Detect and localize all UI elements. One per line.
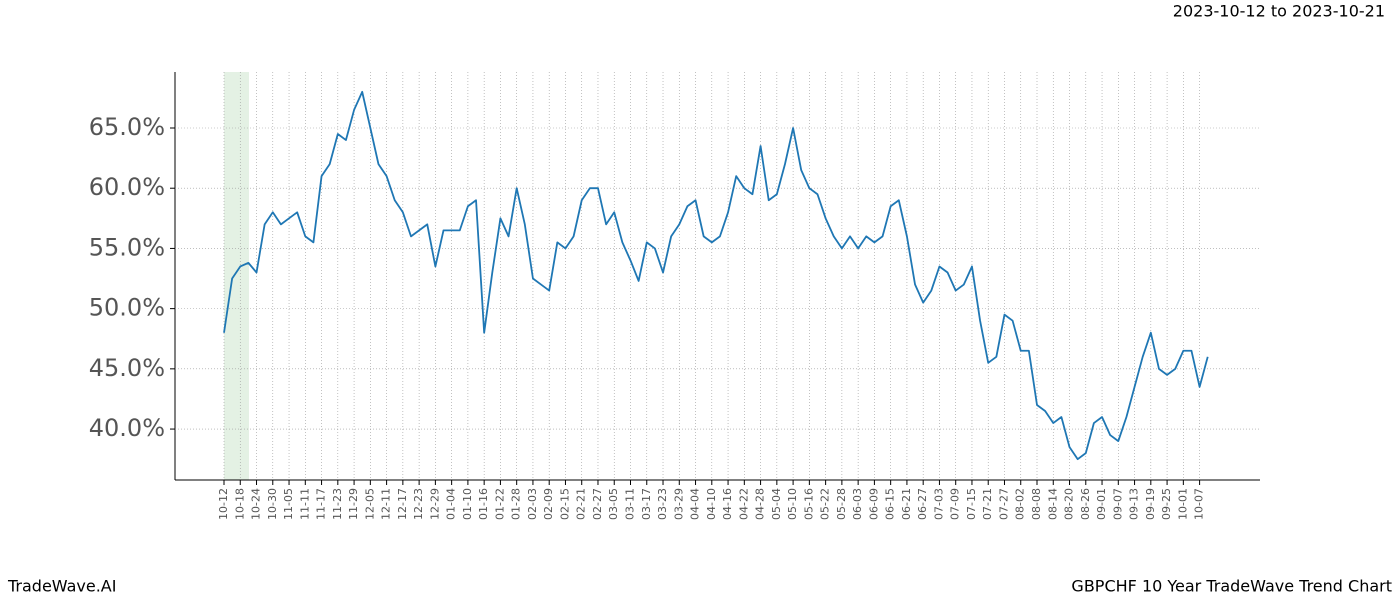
x-tick-label: 02-09 xyxy=(542,488,555,520)
x-tick-label: 08-08 xyxy=(1030,488,1043,520)
x-tick-label: 09-01 xyxy=(1095,488,1108,520)
x-tick-label: 07-03 xyxy=(932,488,945,520)
highlight-span xyxy=(224,72,249,480)
y-tick-label: 50.0% xyxy=(89,294,165,322)
x-tick-label: 10-07 xyxy=(1193,488,1206,520)
x-tick-label: 01-28 xyxy=(510,488,523,520)
chart-caption: GBPCHF 10 Year TradeWave Trend Chart xyxy=(1071,577,1392,596)
x-tick-label: 09-19 xyxy=(1144,488,1157,520)
x-tick-label: 01-16 xyxy=(477,488,490,520)
x-tick-label: 06-21 xyxy=(900,488,913,520)
x-tick-label: 04-16 xyxy=(721,488,734,520)
x-tick-label: 01-04 xyxy=(445,488,458,520)
x-tick-label: 02-27 xyxy=(591,488,604,520)
x-tick-label: 06-27 xyxy=(916,488,929,520)
x-tick-label: 08-02 xyxy=(1014,488,1027,520)
y-tick-label: 60.0% xyxy=(89,173,165,201)
x-tick-label: 05-04 xyxy=(770,488,783,520)
x-tick-label: 12-11 xyxy=(380,488,393,520)
x-tick-label: 08-20 xyxy=(1063,488,1076,520)
x-tick-label: 09-13 xyxy=(1128,488,1141,520)
x-tick-label: 01-22 xyxy=(493,488,506,520)
date-range: 2023-10-12 to 2023-10-21 xyxy=(1173,2,1385,21)
brand: TradeWave.AI xyxy=(7,577,116,596)
x-tick-label: 09-07 xyxy=(1111,488,1124,520)
x-tick-label: 05-16 xyxy=(802,488,815,520)
y-tick-label: 65.0% xyxy=(89,113,165,141)
x-tick-label: 05-22 xyxy=(819,488,832,520)
x-tick-label: 04-04 xyxy=(689,488,702,520)
x-tick-label: 07-09 xyxy=(949,488,962,520)
x-tick-label: 01-10 xyxy=(461,488,474,520)
y-tick-label: 55.0% xyxy=(89,233,165,261)
x-tick-label: 11-29 xyxy=(347,488,360,520)
y-tick-label: 45.0% xyxy=(89,354,165,382)
x-tick-label: 03-05 xyxy=(607,488,620,520)
x-tick-label: 12-05 xyxy=(363,488,376,520)
x-tick-label: 06-15 xyxy=(884,488,897,520)
x-tick-label: 11-23 xyxy=(331,488,344,520)
x-tick-label: 10-30 xyxy=(266,488,279,520)
x-tick-label: 10-18 xyxy=(233,488,246,520)
x-tick-label: 02-15 xyxy=(558,488,571,520)
x-tick-label: 06-09 xyxy=(867,488,880,520)
x-tick-label: 07-15 xyxy=(965,488,978,520)
x-tick-label: 08-26 xyxy=(1079,488,1092,520)
x-tick-label: 03-23 xyxy=(656,488,669,520)
x-tick-label: 10-12 xyxy=(217,488,230,520)
x-tick-label: 03-17 xyxy=(640,488,653,520)
x-tick-label: 02-21 xyxy=(575,488,588,520)
x-tick-label: 04-10 xyxy=(705,488,718,520)
y-tick-label: 40.0% xyxy=(89,414,165,442)
x-tick-label: 05-10 xyxy=(786,488,799,520)
x-tick-label: 04-28 xyxy=(754,488,767,520)
x-tick-label: 09-25 xyxy=(1160,488,1173,520)
x-tick-label: 12-23 xyxy=(412,488,425,520)
x-tick-label: 03-29 xyxy=(672,488,685,520)
trend-line xyxy=(223,90,1209,461)
x-tick-label: 12-17 xyxy=(396,488,409,520)
x-tick-label: 07-27 xyxy=(997,488,1010,520)
x-tick-label: 03-11 xyxy=(624,488,637,520)
x-tick-label: 11-05 xyxy=(282,488,295,520)
x-tick-label: 07-21 xyxy=(981,488,994,520)
x-tick-label: 11-17 xyxy=(315,488,328,520)
x-tick-label: 04-22 xyxy=(737,488,750,520)
x-tick-label: 05-28 xyxy=(835,488,848,520)
x-tick-label: 02-03 xyxy=(526,488,539,520)
x-tick-label: 06-03 xyxy=(851,488,864,520)
x-tick-label: 10-01 xyxy=(1176,488,1189,520)
x-tick-label: 11-11 xyxy=(298,488,311,520)
x-tick-label: 08-14 xyxy=(1046,488,1059,520)
x-tick-label: 12-29 xyxy=(428,488,441,520)
x-tick-label: 10-24 xyxy=(250,488,263,520)
